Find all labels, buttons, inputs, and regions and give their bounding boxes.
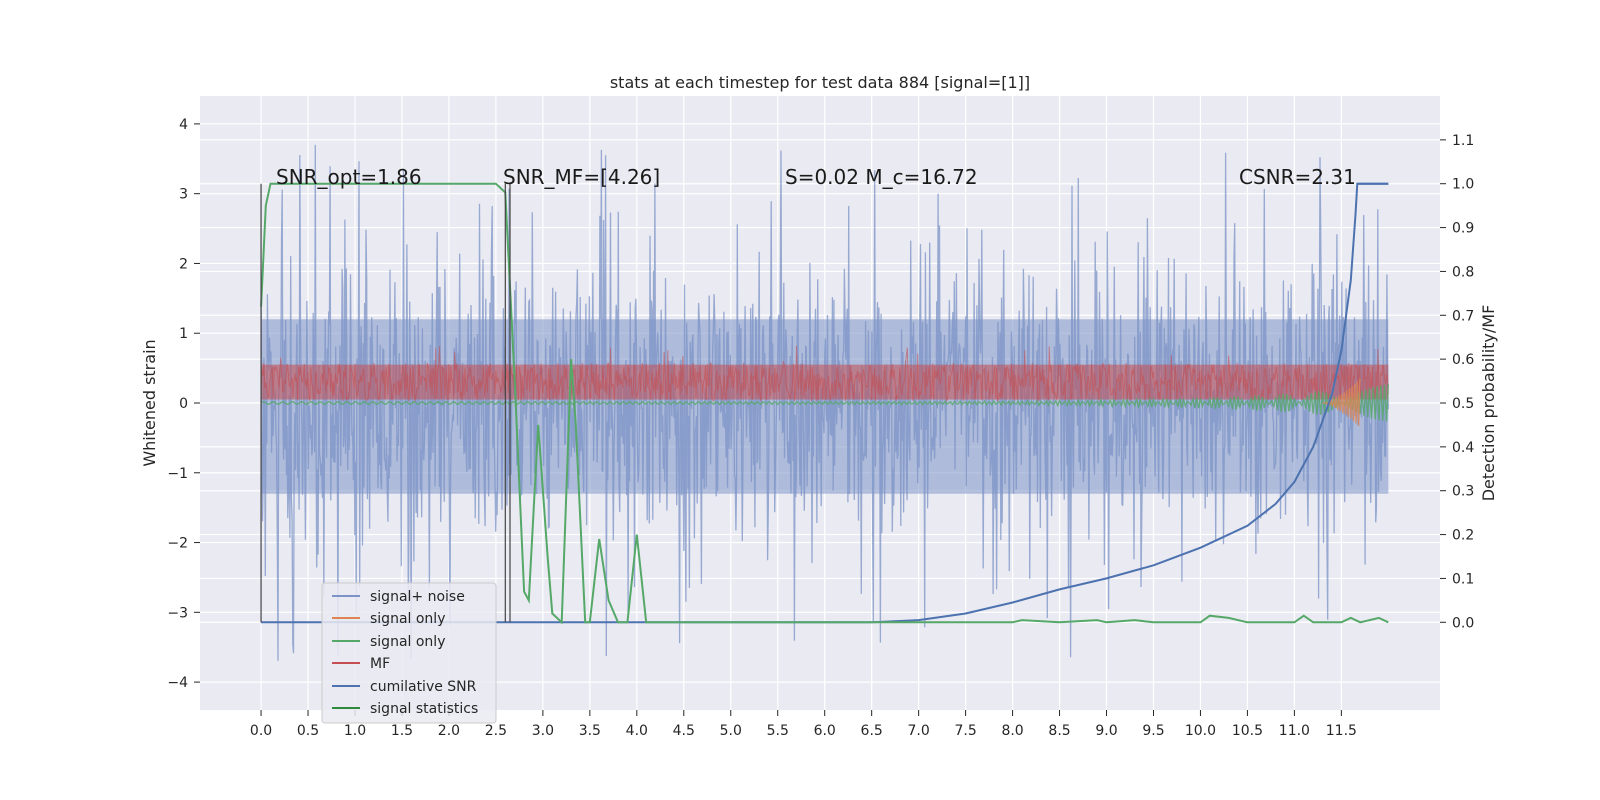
- y-right-tick-label: 0.2: [1452, 528, 1474, 544]
- window-markers: [260, 182, 1389, 623]
- annotation-snr-opt: SNR_opt=1.86: [276, 165, 422, 189]
- x-tick-label: 0.5: [297, 723, 319, 739]
- legend-label-signal-noise: signal+ noise: [370, 589, 465, 605]
- y-axis-label: Whitened strain: [140, 339, 159, 466]
- x-tick-label: 0.0: [250, 723, 272, 739]
- y-tick-label: −1: [167, 466, 188, 482]
- y-right-tick-label: 0.9: [1452, 221, 1474, 237]
- y-tick-label: −3: [167, 605, 188, 621]
- x-tick-label: 4.5: [673, 723, 695, 739]
- annotation-csnr: CSNR=2.31: [1239, 165, 1356, 189]
- signal-only-green-line: [260, 384, 1389, 422]
- y-tick-label: 4: [179, 117, 188, 133]
- y-right-tick-label: 0.5: [1452, 396, 1474, 412]
- legend-label-signal-only-green: signal only: [370, 634, 445, 650]
- x-tick-label: 11.0: [1279, 723, 1310, 739]
- y-tick-label: −2: [167, 536, 188, 552]
- legend-label-signal-only-orange: signal only: [370, 611, 445, 627]
- signal-statistics-line: [260, 182, 1389, 625]
- y-tick-label: 3: [179, 187, 188, 203]
- y-axis-ticks: 4 3 2 1 0 −1 −2 −3 −4: [167, 117, 200, 691]
- x-tick-label: 8.5: [1048, 723, 1070, 739]
- y-right-tick-label: 1.0: [1452, 177, 1474, 193]
- y-right-tick-label: 0.7: [1452, 308, 1474, 324]
- x-tick-label: 9.0: [1095, 723, 1117, 739]
- x-tick-label: 7.0: [908, 723, 930, 739]
- x-tick-label: 1.0: [344, 723, 366, 739]
- chart-title: stats at each timestep for test data 884…: [610, 73, 1030, 92]
- x-tick-label: 10.0: [1185, 723, 1216, 739]
- signal-statistics-trace: [260, 182, 1389, 625]
- x-tick-label: 8.0: [1001, 723, 1023, 739]
- x-tick-label: 9.5: [1142, 723, 1164, 739]
- x-tick-label: 6.5: [861, 723, 883, 739]
- x-tick-label: 2.5: [485, 723, 507, 739]
- x-tick-label: 2.0: [438, 723, 460, 739]
- x-tick-label: 3.5: [579, 723, 601, 739]
- x-tick-label: 11.5: [1326, 723, 1357, 739]
- mf-trace: [260, 345, 1389, 403]
- y-right-axis-ticks: 1.1 1.0 0.9 0.8 0.7 0.6 0.5 0.4 0.3 0.2 0.1 0.0: [1440, 133, 1474, 631]
- x-axis-ticks: 0.0 0.5 1.0 1.5 2.0 2.5 3.0 3.5 4.0 4.5 5.0 5.5 6.0 6…: [250, 710, 1357, 739]
- y-right-tick-label: 0.1: [1452, 571, 1474, 587]
- legend: signal+ noise signal only signal only MF…: [321, 582, 497, 724]
- signal-noise-band: [261, 319, 1389, 494]
- y-tick-label: −4: [167, 675, 188, 691]
- x-tick-label: 5.0: [720, 723, 742, 739]
- x-tick-label: 10.5: [1232, 723, 1263, 739]
- y-right-tick-label: 0.4: [1452, 440, 1474, 456]
- y-right-tick-label: 0.6: [1452, 352, 1474, 368]
- signal-noise-trace: [260, 144, 1389, 661]
- x-tick-label: 3.0: [532, 723, 554, 739]
- legend-label-signal-statistics: signal statistics: [370, 701, 478, 717]
- y-right-tick-label: 0.0: [1452, 615, 1474, 631]
- y-right-tick-label: 0.8: [1452, 264, 1474, 280]
- y-right-tick-label: 0.3: [1452, 484, 1474, 500]
- legend-label-cumilative-snr: cumilative SNR: [370, 679, 477, 695]
- annotation-s-mc: S=0.02 M_c=16.72: [785, 165, 978, 189]
- y-tick-label: 0: [179, 396, 188, 412]
- y-right-axis-label: Detection probability/MF: [1479, 305, 1498, 502]
- x-tick-label: 4.0: [626, 723, 648, 739]
- y-right-tick-label: 1.1: [1452, 133, 1474, 149]
- x-tick-label: 7.5: [954, 723, 976, 739]
- x-tick-label: 6.0: [814, 723, 836, 739]
- x-tick-label: 5.5: [767, 723, 789, 739]
- annotation-snr-mf: SNR_MF=[4.26]: [503, 165, 660, 189]
- y-tick-label: 1: [179, 326, 188, 342]
- x-tick-label: 1.5: [391, 723, 413, 739]
- legend-label-mf: MF: [370, 656, 390, 672]
- y-tick-label: 2: [179, 256, 188, 272]
- legend-box: [321, 582, 497, 724]
